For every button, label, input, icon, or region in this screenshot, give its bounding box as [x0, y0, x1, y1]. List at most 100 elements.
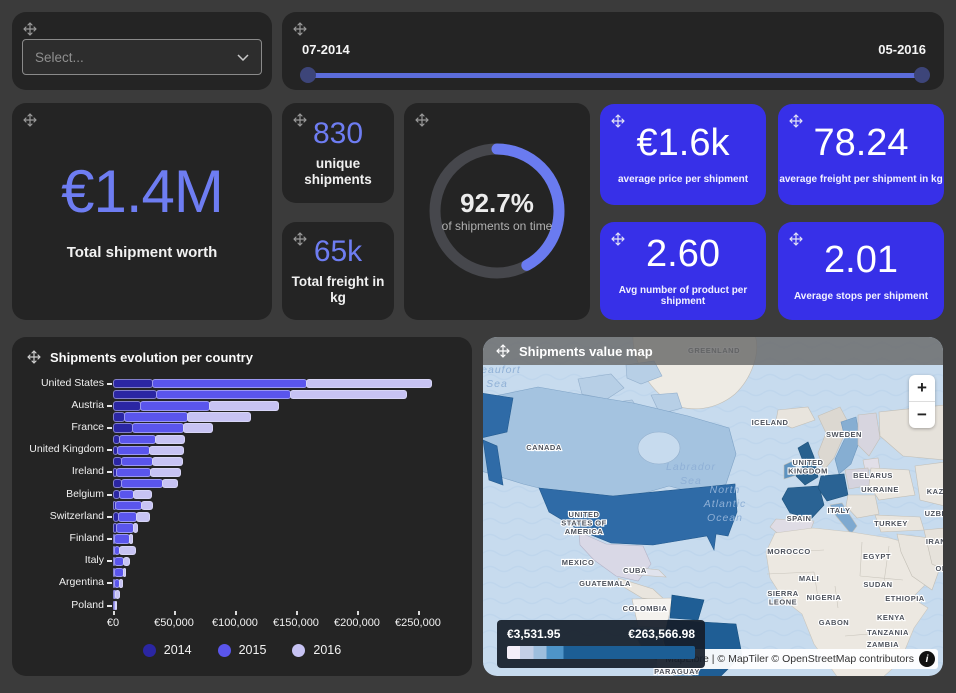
zoom-in-button[interactable]: + — [917, 378, 927, 397]
slider-handle-right[interactable] — [914, 67, 930, 83]
bar-segment[interactable] — [152, 379, 308, 389]
bar-row[interactable] — [113, 501, 154, 511]
y-axis-label: Switzerland — [49, 509, 104, 522]
bar-segment[interactable] — [154, 434, 186, 444]
bar-row[interactable] — [113, 390, 408, 400]
x-axis-tick-label: €150,000 — [273, 617, 319, 629]
bar-segment[interactable] — [119, 545, 137, 555]
bar-row[interactable] — [113, 545, 137, 555]
bar-segment[interactable] — [182, 423, 214, 433]
drag-handle-icon[interactable] — [26, 349, 42, 365]
bar-segment[interactable] — [113, 379, 154, 389]
bar-segment[interactable] — [150, 467, 181, 478]
bar-segment[interactable] — [116, 445, 150, 455]
bar-segment[interactable] — [120, 456, 154, 467]
bar-row[interactable] — [113, 578, 124, 589]
bar-row[interactable] — [113, 423, 214, 433]
bar-segment[interactable] — [114, 534, 131, 544]
bar-row[interactable] — [113, 567, 126, 578]
drag-handle-icon[interactable] — [22, 112, 38, 128]
bar-row[interactable] — [113, 512, 151, 522]
map-country-label: EGYPT — [863, 552, 891, 561]
map-country-label: SIERRA LEONE — [767, 589, 798, 607]
bar-segment[interactable] — [131, 423, 184, 433]
drag-handle-icon[interactable] — [292, 231, 308, 247]
map-country-label: SUDAN — [863, 580, 892, 589]
bar-segment[interactable] — [118, 512, 137, 522]
bar-segment[interactable] — [136, 512, 151, 522]
bar-segment[interactable] — [152, 456, 183, 467]
bar-segment[interactable] — [122, 556, 131, 566]
bar-segment[interactable] — [148, 445, 185, 455]
y-axis-tick — [107, 382, 112, 385]
legend-item[interactable]: 2014 — [142, 643, 192, 657]
bar-segment[interactable] — [115, 601, 117, 611]
map-country-label: COLOMBIA — [623, 604, 668, 613]
bar-row[interactable] — [113, 434, 186, 444]
bar-segment[interactable] — [132, 523, 138, 533]
bar-segment[interactable] — [186, 412, 252, 422]
map-ocean-label: North Atlantic Ocean — [703, 484, 746, 524]
bar-row[interactable] — [113, 478, 179, 489]
drag-handle-icon[interactable] — [292, 21, 308, 37]
bar-row[interactable] — [113, 467, 181, 478]
bar-row[interactable] — [113, 534, 133, 544]
drag-handle-icon[interactable] — [495, 343, 511, 359]
bar-segment[interactable] — [115, 589, 121, 600]
bar-row[interactable] — [113, 601, 117, 611]
bar-segment[interactable] — [140, 401, 210, 411]
bar-segment[interactable] — [155, 390, 292, 400]
zoom-out-button[interactable]: − — [917, 405, 927, 424]
bar-segment[interactable] — [113, 423, 133, 433]
drag-handle-icon[interactable] — [292, 112, 308, 128]
bar-row[interactable] — [113, 523, 138, 533]
bar-segment[interactable] — [306, 379, 432, 389]
bar-segment[interactable] — [113, 390, 157, 400]
bar-segment[interactable] — [119, 434, 156, 444]
y-axis-label: Belgium — [66, 487, 104, 500]
drag-handle-icon[interactable] — [610, 231, 626, 247]
map-country-label: ETHIOPIA — [885, 594, 925, 603]
unique-shipments-card: 830 unique shipments — [282, 103, 394, 203]
bar-segment[interactable] — [113, 401, 142, 411]
bar-row[interactable] — [113, 490, 153, 500]
slider-handle-left[interactable] — [300, 67, 316, 83]
bar-segment[interactable] — [120, 478, 164, 489]
bar-segment[interactable] — [115, 467, 152, 478]
on-time-value: 92.7% — [460, 187, 534, 218]
bar-segment[interactable] — [162, 478, 179, 489]
bar-row[interactable] — [113, 556, 131, 566]
drag-handle-icon[interactable] — [22, 21, 38, 37]
drag-handle-icon[interactable] — [414, 112, 430, 128]
bar-segment[interactable] — [290, 390, 408, 400]
x-axis-tick — [357, 611, 359, 615]
drag-handle-icon[interactable] — [788, 231, 804, 247]
date-range-slider-track[interactable] — [308, 73, 920, 78]
info-icon[interactable]: i — [919, 651, 935, 667]
bar-row[interactable] — [113, 379, 432, 389]
legend-item[interactable]: 2015 — [217, 643, 267, 657]
bar-segment[interactable] — [124, 412, 188, 422]
filter-select[interactable]: Select... — [22, 39, 262, 75]
legend-label: 2015 — [238, 643, 267, 657]
bar-segment[interactable] — [119, 490, 134, 500]
drag-handle-icon[interactable] — [788, 113, 804, 129]
bar-row[interactable] — [113, 401, 280, 411]
bar-segment[interactable] — [208, 401, 280, 411]
drag-handle-icon[interactable] — [610, 113, 626, 129]
bar-segment[interactable] — [123, 567, 126, 578]
bar-row[interactable] — [113, 589, 121, 600]
bar-segment[interactable] — [115, 523, 134, 533]
bar-segment[interactable] — [115, 501, 142, 511]
bar-row[interactable] — [113, 456, 183, 467]
bar-row[interactable] — [113, 412, 252, 422]
bar-segment[interactable] — [119, 578, 124, 589]
filter-select-placeholder: Select... — [35, 49, 84, 65]
bar-row[interactable] — [113, 445, 185, 455]
bar-segment[interactable] — [132, 490, 153, 500]
legend-item[interactable]: 2016 — [292, 643, 341, 657]
world-choropleth-map[interactable]: GREENLANDICELANDSWEDENCANADAUNITEDKINGDO… — [483, 337, 943, 676]
bar-segment[interactable] — [140, 501, 154, 511]
map-country-label: IRAN — [926, 537, 943, 546]
bar-segment[interactable] — [129, 534, 133, 544]
